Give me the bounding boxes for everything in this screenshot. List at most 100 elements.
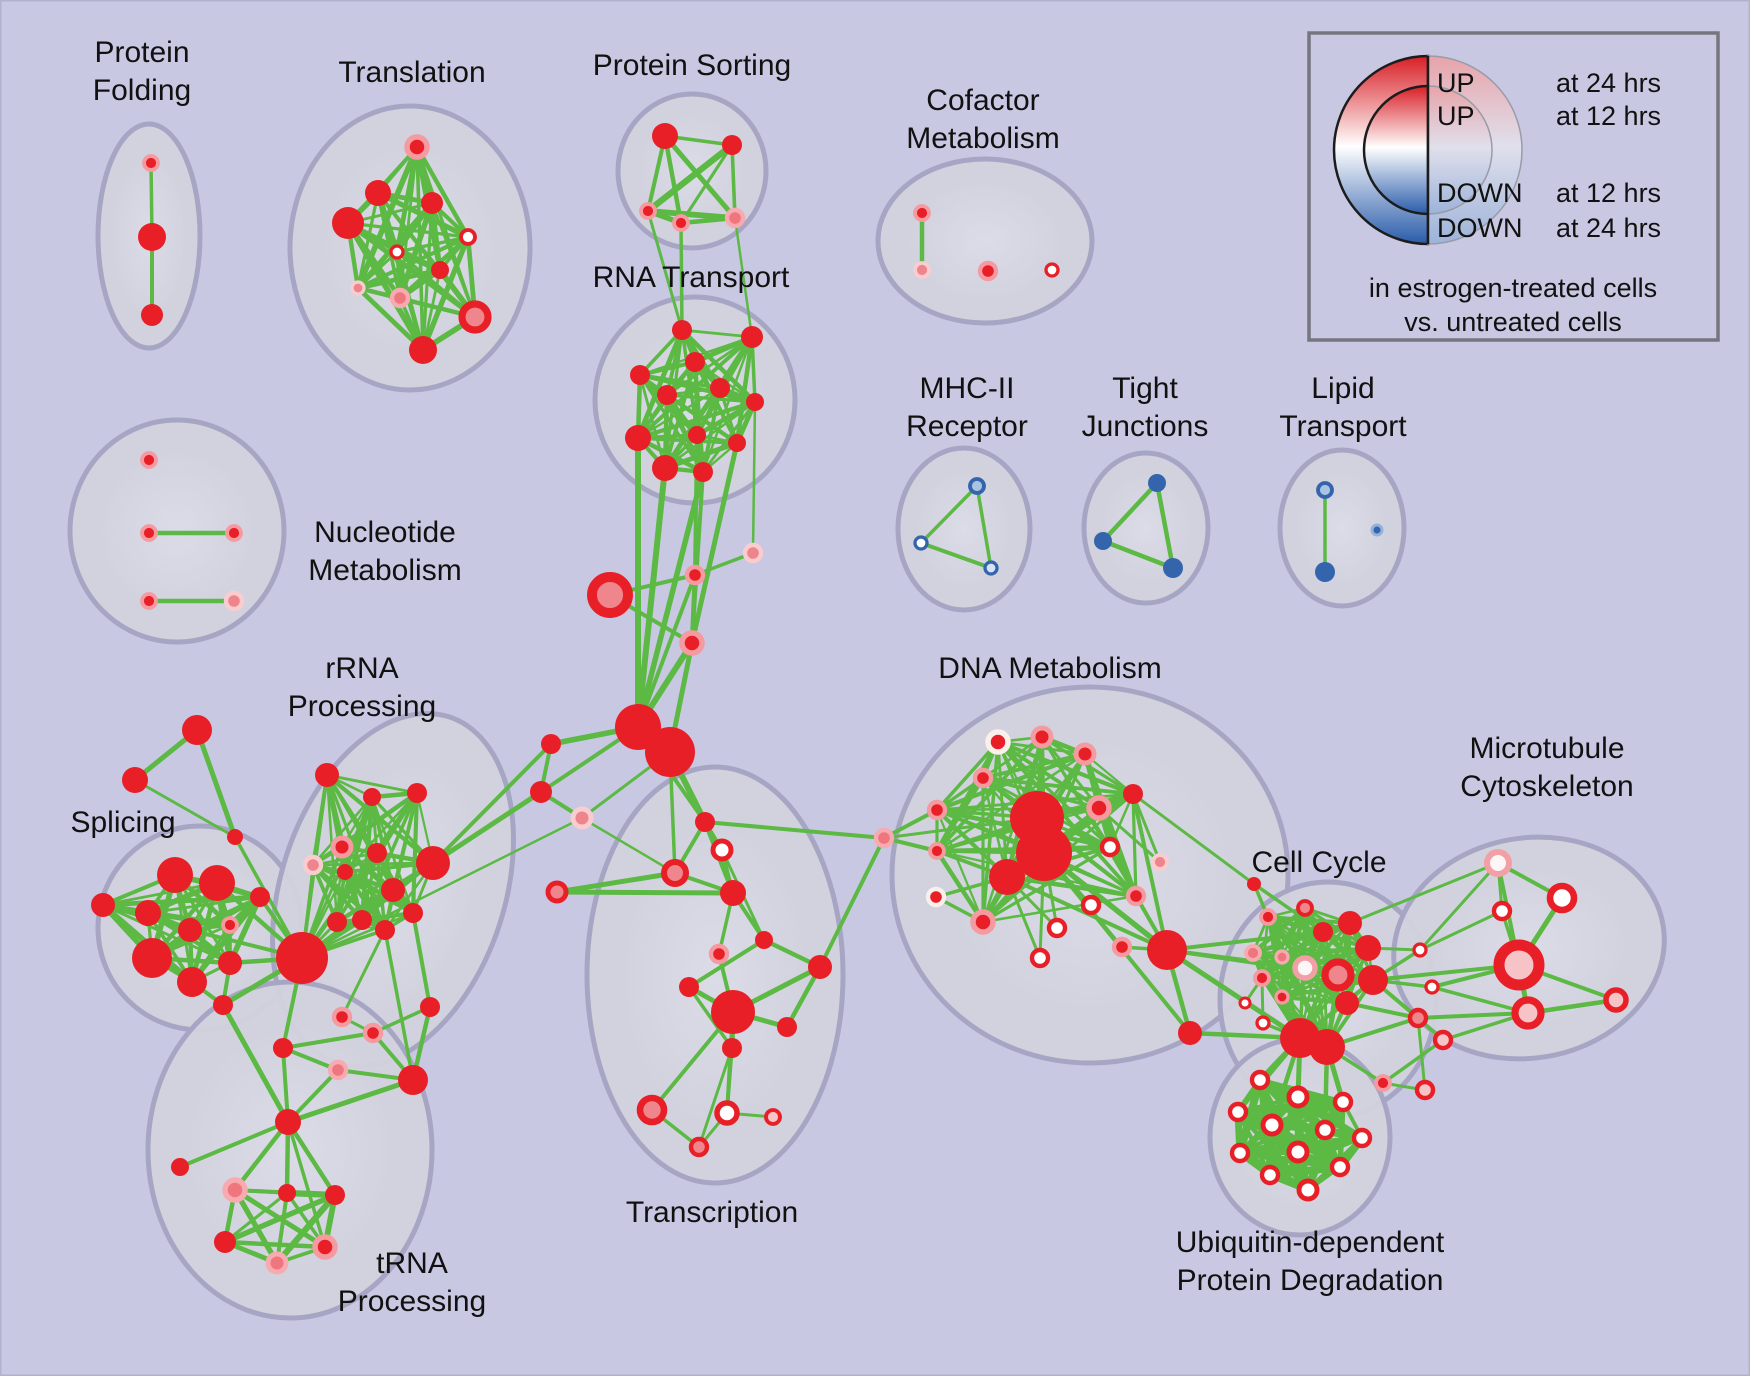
network-node[interactable] bbox=[1086, 795, 1112, 821]
network-node[interactable] bbox=[363, 788, 381, 806]
network-node[interactable] bbox=[91, 893, 115, 917]
network-node[interactable] bbox=[1407, 1007, 1429, 1029]
network-node[interactable] bbox=[1296, 1178, 1320, 1202]
network-node[interactable] bbox=[630, 365, 650, 385]
network-node[interactable] bbox=[1292, 955, 1318, 981]
network-node[interactable] bbox=[431, 261, 449, 279]
network-node[interactable] bbox=[710, 378, 730, 398]
network-node[interactable] bbox=[968, 477, 986, 495]
network-node[interactable] bbox=[755, 931, 773, 949]
network-node[interactable] bbox=[350, 280, 366, 296]
network-node[interactable] bbox=[458, 300, 492, 334]
network-node[interactable] bbox=[265, 1251, 289, 1275]
network-node[interactable] bbox=[273, 1038, 293, 1058]
network-node[interactable] bbox=[1029, 947, 1051, 969]
network-node[interactable] bbox=[708, 943, 730, 965]
network-node[interactable] bbox=[276, 932, 328, 984]
network-node[interactable] bbox=[913, 261, 931, 279]
network-node[interactable] bbox=[1255, 1015, 1271, 1031]
network-node[interactable] bbox=[742, 542, 764, 564]
network-node[interactable] bbox=[367, 843, 387, 863]
network-node[interactable] bbox=[250, 887, 270, 907]
network-node[interactable] bbox=[1094, 532, 1112, 550]
network-node[interactable] bbox=[625, 425, 651, 451]
network-node[interactable] bbox=[1546, 882, 1578, 914]
network-node[interactable] bbox=[1351, 1127, 1373, 1149]
network-node[interactable] bbox=[570, 806, 594, 830]
network-node[interactable] bbox=[1309, 1029, 1345, 1065]
network-node[interactable] bbox=[315, 763, 339, 787]
network-node[interactable] bbox=[1016, 825, 1072, 881]
network-node[interactable] bbox=[1229, 1142, 1251, 1164]
network-node[interactable] bbox=[362, 1022, 384, 1044]
network-node[interactable] bbox=[746, 393, 764, 411]
network-node[interactable] bbox=[679, 977, 699, 997]
network-node[interactable] bbox=[332, 207, 364, 239]
network-node[interactable] bbox=[135, 900, 161, 926]
network-node[interactable] bbox=[132, 938, 172, 978]
network-node[interactable] bbox=[693, 462, 713, 482]
network-node[interactable] bbox=[407, 783, 427, 803]
network-node[interactable] bbox=[688, 1136, 710, 1158]
network-node[interactable] bbox=[913, 204, 931, 222]
network-node[interactable] bbox=[337, 864, 353, 880]
network-node[interactable] bbox=[720, 880, 746, 906]
network-node[interactable] bbox=[1374, 1074, 1392, 1092]
network-node[interactable] bbox=[214, 1231, 236, 1253]
network-node[interactable] bbox=[1099, 836, 1121, 858]
network-node[interactable] bbox=[928, 842, 946, 860]
network-node[interactable] bbox=[389, 244, 405, 260]
network-node[interactable] bbox=[925, 886, 947, 908]
network-node[interactable] bbox=[278, 1184, 296, 1202]
network-node[interactable] bbox=[1147, 930, 1187, 970]
network-node[interactable] bbox=[404, 134, 430, 160]
network-node[interactable] bbox=[1044, 262, 1060, 278]
network-node[interactable] bbox=[327, 1059, 349, 1081]
network-node[interactable] bbox=[1260, 1113, 1284, 1137]
network-node[interactable] bbox=[652, 455, 678, 481]
network-node[interactable] bbox=[157, 857, 193, 893]
network-node[interactable] bbox=[375, 920, 395, 940]
network-node[interactable] bbox=[989, 859, 1025, 895]
network-node[interactable] bbox=[420, 997, 440, 1017]
network-node[interactable] bbox=[302, 854, 324, 876]
network-node[interactable] bbox=[325, 1185, 345, 1205]
network-node[interactable] bbox=[1483, 848, 1513, 878]
network-node[interactable] bbox=[331, 1006, 353, 1028]
network-node[interactable] bbox=[327, 912, 347, 932]
network-node[interactable] bbox=[1244, 944, 1262, 962]
network-node[interactable] bbox=[1316, 481, 1334, 499]
network-node[interactable] bbox=[587, 572, 633, 618]
network-node[interactable] bbox=[1238, 996, 1252, 1010]
network-node[interactable] bbox=[1253, 969, 1271, 987]
network-node[interactable] bbox=[1315, 562, 1335, 582]
network-node[interactable] bbox=[1274, 949, 1290, 965]
network-node[interactable] bbox=[541, 734, 561, 754]
network-node[interactable] bbox=[416, 846, 450, 880]
network-node[interactable] bbox=[1259, 908, 1277, 926]
network-node[interactable] bbox=[1432, 1029, 1454, 1051]
network-node[interactable] bbox=[140, 524, 158, 542]
network-node[interactable] bbox=[645, 727, 695, 777]
network-node[interactable] bbox=[1249, 1069, 1271, 1091]
network-node[interactable] bbox=[182, 715, 212, 745]
network-node[interactable] bbox=[352, 910, 372, 930]
network-node[interactable] bbox=[728, 434, 746, 452]
network-node[interactable] bbox=[652, 123, 678, 149]
network-node[interactable] bbox=[199, 865, 235, 901]
network-node[interactable] bbox=[714, 1100, 740, 1126]
network-node[interactable] bbox=[1370, 523, 1384, 537]
network-node[interactable] bbox=[1178, 1021, 1202, 1045]
network-node[interactable] bbox=[1491, 900, 1513, 922]
network-node[interactable] bbox=[530, 781, 552, 803]
network-node[interactable] bbox=[672, 320, 692, 340]
network-node[interactable] bbox=[381, 878, 405, 902]
network-node[interactable] bbox=[1511, 996, 1545, 1030]
network-node[interactable] bbox=[1321, 958, 1355, 992]
network-node[interactable] bbox=[389, 287, 411, 309]
network-node[interactable] bbox=[741, 326, 763, 348]
network-node[interactable] bbox=[722, 135, 742, 155]
network-node[interactable] bbox=[764, 1108, 782, 1126]
network-node[interactable] bbox=[178, 918, 202, 942]
network-node[interactable] bbox=[777, 1017, 797, 1037]
